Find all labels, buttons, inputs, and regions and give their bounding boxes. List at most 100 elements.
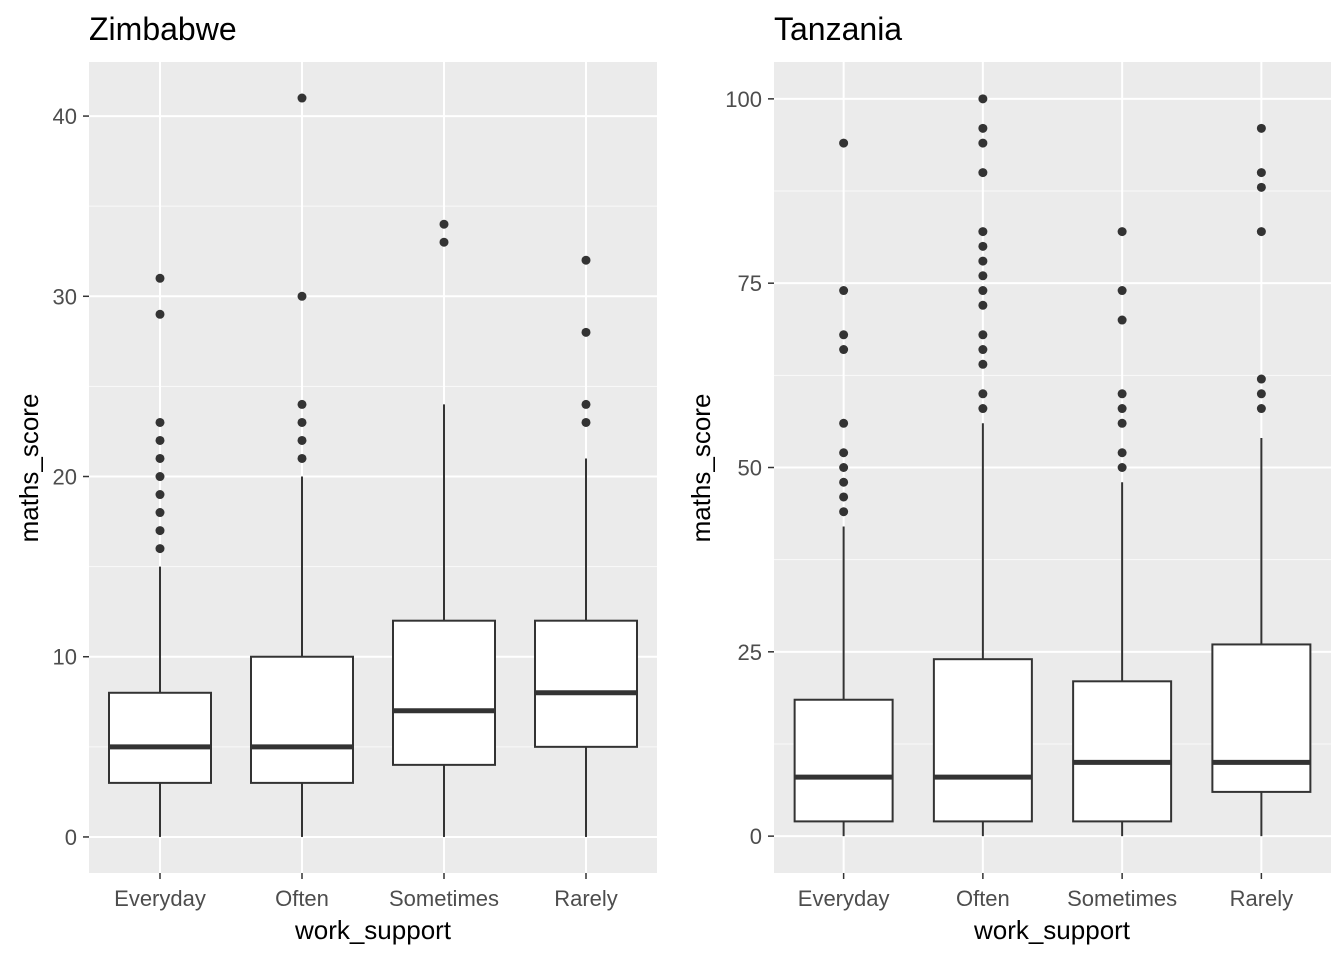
box-tanzania-rarely — [1211, 123, 1312, 837]
y-tick-label: 0 — [65, 825, 77, 850]
outlier-point — [839, 330, 849, 340]
outlier-point — [1256, 227, 1266, 237]
y-tick-label: 0 — [750, 824, 762, 849]
outlier-point — [155, 526, 165, 536]
outlier-point — [978, 227, 988, 237]
outlier-point — [581, 255, 591, 265]
outlier-point — [1117, 404, 1127, 414]
outlier-point — [978, 138, 988, 148]
chart-zimbabwe: Zimbabwe 0 10 20 30 40 Everyday Often Sometime… — [14, 11, 657, 945]
outlier-point — [839, 492, 849, 502]
box-iqr — [392, 619, 496, 766]
outlier-point — [978, 241, 988, 251]
outlier-point — [297, 291, 307, 301]
outlier-point — [155, 472, 165, 482]
outlier-point — [839, 477, 849, 487]
x-tick-label: Often — [956, 886, 1010, 911]
outlier-point — [839, 448, 849, 458]
outlier-point — [978, 271, 988, 281]
outlier-point — [978, 256, 988, 266]
y-tick-label: 50 — [738, 456, 762, 481]
outlier-point — [1117, 315, 1127, 325]
outlier-point — [297, 93, 307, 103]
x-ticks-tanzania: Everyday Often Sometimes Rarely — [798, 873, 1293, 911]
outlier-point — [1117, 418, 1127, 428]
outlier-point — [155, 435, 165, 445]
box-iqr — [1211, 643, 1312, 793]
outlier-point — [297, 435, 307, 445]
box-iqr — [793, 698, 894, 823]
y-tick-label: 75 — [738, 271, 762, 296]
outlier-point — [978, 94, 988, 104]
outlier-point — [155, 309, 165, 319]
outlier-point — [839, 138, 849, 148]
outlier-point — [1117, 389, 1127, 399]
outlier-point — [978, 168, 988, 178]
outlier-point — [155, 490, 165, 500]
outlier-point — [1256, 182, 1266, 192]
outlier-point — [1256, 374, 1266, 384]
outlier-point — [1256, 404, 1266, 414]
outlier-point — [581, 399, 591, 409]
outlier-point — [155, 417, 165, 427]
x-tick-label: Everyday — [798, 886, 890, 911]
x-axis-title-tanzania: work_support — [973, 915, 1131, 945]
x-ticks-zimbabwe: Everyday Often Sometimes Rarely — [114, 873, 618, 911]
box-zimbabwe-sometimes — [392, 219, 496, 837]
x-tick-label: Sometimes — [389, 886, 499, 911]
y-ticks-tanzania: 0 25 50 75 100 — [725, 87, 774, 849]
outlier-point — [155, 273, 165, 283]
outlier-point — [439, 219, 449, 229]
outlier-point — [839, 345, 849, 355]
x-axis-title-zimbabwe: work_support — [294, 915, 452, 945]
box-tanzania-often — [932, 94, 1033, 837]
outlier-point — [1256, 123, 1266, 133]
outlier-point — [155, 544, 165, 554]
outlier-point — [297, 399, 307, 409]
outlier-point — [297, 417, 307, 427]
x-tick-label: Everyday — [114, 886, 206, 911]
outlier-point — [155, 508, 165, 518]
outlier-point — [1256, 389, 1266, 399]
outlier-point — [1117, 448, 1127, 458]
y-axis-title-zimbabwe: maths_score — [14, 394, 44, 543]
outlier-point — [978, 300, 988, 310]
y-tick-label: 10 — [53, 645, 77, 670]
box-zimbabwe-rarely — [534, 255, 638, 837]
outlier-point — [1117, 286, 1127, 296]
outlier-point — [978, 404, 988, 414]
outlier-point — [155, 453, 165, 463]
box-iqr — [932, 658, 1033, 823]
outlier-point — [978, 359, 988, 369]
outlier-point — [839, 507, 849, 517]
outlier-point — [978, 330, 988, 340]
box-iqr — [108, 691, 212, 784]
chart-tanzania: Tanzania 0 25 50 75 100 Everyday Often Sometim… — [686, 11, 1331, 945]
outlier-point — [1256, 168, 1266, 178]
outlier-point — [439, 237, 449, 247]
box-tanzania-sometimes — [1072, 227, 1173, 837]
y-tick-label: 30 — [53, 284, 77, 309]
x-tick-label: Rarely — [1230, 886, 1294, 911]
y-tick-label: 25 — [738, 640, 762, 665]
y-tick-label: 100 — [725, 87, 762, 112]
box-iqr — [534, 619, 638, 748]
y-axis-title-tanzania: maths_score — [686, 394, 716, 543]
outlier-point — [1117, 227, 1127, 237]
box-tanzania-everyday — [793, 138, 894, 837]
outlier-point — [581, 327, 591, 337]
boxes-tanzania — [793, 94, 1312, 837]
outlier-point — [978, 123, 988, 133]
outlier-point — [581, 417, 591, 427]
outlier-point — [978, 286, 988, 296]
chart-title-zimbabwe: Zimbabwe — [89, 11, 237, 47]
outlier-point — [839, 463, 849, 472]
outlier-point — [839, 286, 849, 296]
box-zimbabwe-often — [250, 93, 354, 837]
chart-title-tanzania: Tanzania — [774, 11, 902, 47]
x-tick-label: Often — [275, 886, 329, 911]
outlier-point — [839, 418, 849, 428]
outlier-point — [1117, 463, 1127, 472]
box-zimbabwe-everyday — [108, 273, 212, 837]
y-tick-label: 20 — [53, 465, 77, 490]
